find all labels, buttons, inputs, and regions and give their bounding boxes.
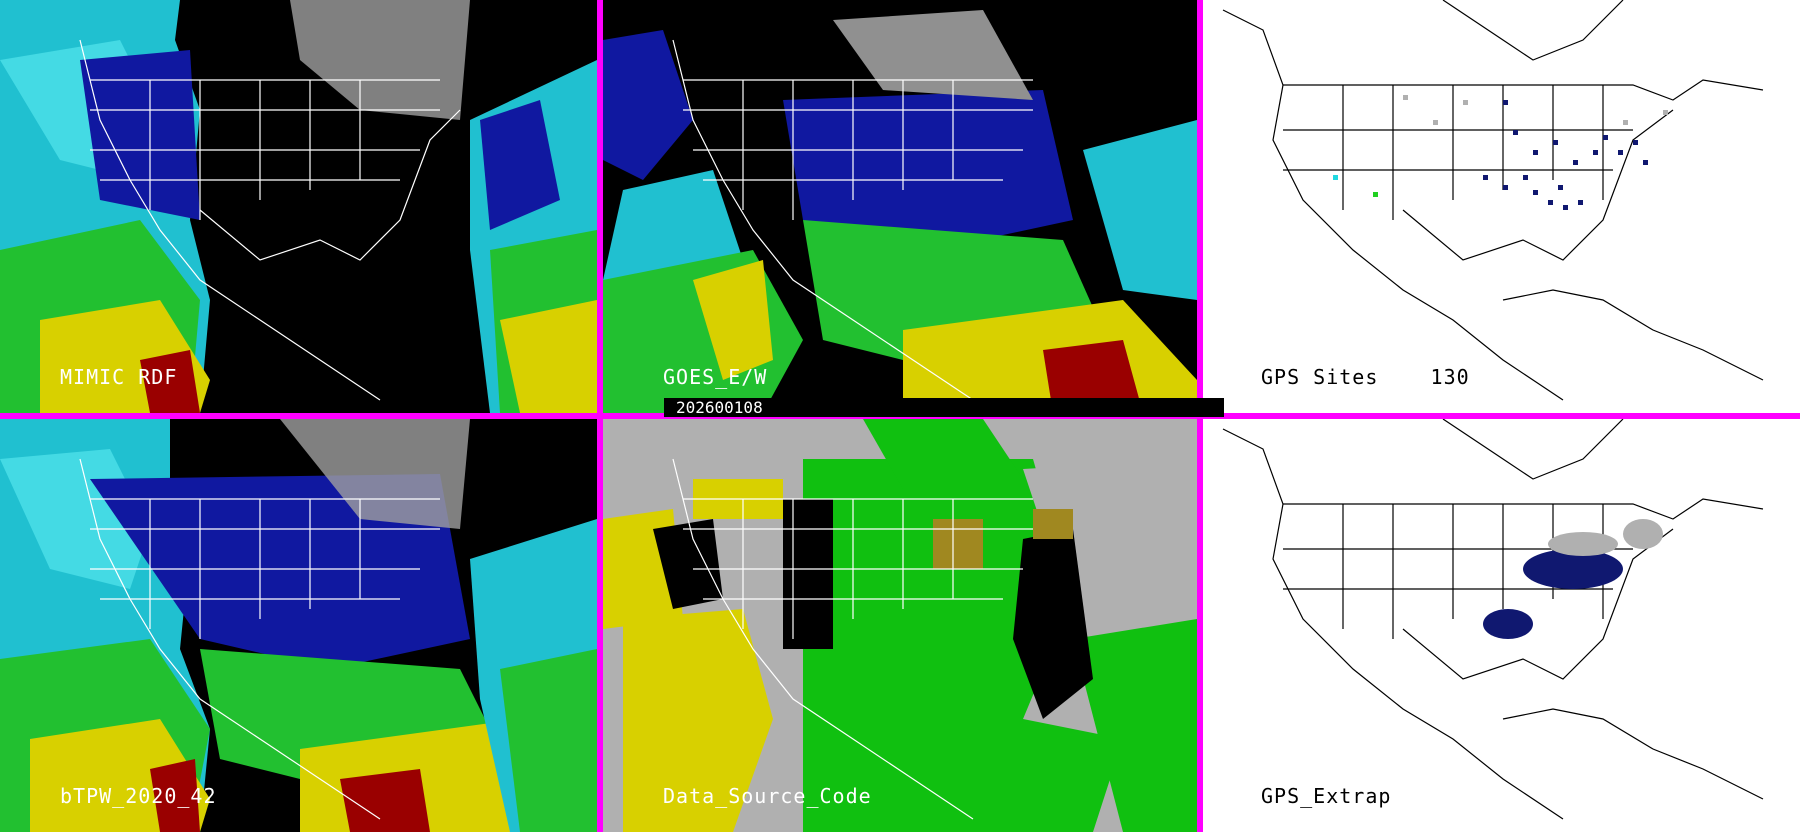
btpw-map bbox=[0, 419, 597, 832]
panel-label: Data_Source_Code bbox=[663, 784, 872, 808]
panel-label: GPS_Extrap bbox=[1261, 784, 1392, 808]
date-bar: 202600108 bbox=[664, 398, 1224, 417]
map-panel-mimic-rdf: MIMIC RDF bbox=[0, 0, 597, 413]
panel-label: GOES_E/W bbox=[663, 365, 768, 389]
data-source-code-map bbox=[603, 419, 1197, 832]
map-panel-data-source-code: Data_Source_Code bbox=[603, 419, 1197, 832]
map-panel-btpw: bTPW_2020_42 bbox=[0, 419, 597, 832]
panel-label: MIMIC RDF bbox=[60, 365, 178, 389]
goes-ew-map bbox=[603, 0, 1197, 413]
panel-label: GPS Sites 130 bbox=[1261, 365, 1470, 389]
map-panel-gps-extrap: GPS_Extrap bbox=[1203, 419, 1800, 832]
panel-label: bTPW_2020_42 bbox=[60, 784, 217, 808]
gps-extrap-map bbox=[1203, 419, 1800, 832]
gps-sites-map bbox=[1203, 0, 1800, 413]
map-panel-gps-sites: GPS Sites 130 bbox=[1203, 0, 1800, 413]
mimic-rdf-map bbox=[0, 0, 597, 413]
map-panel-goes-ew: GOES_E/W bbox=[603, 0, 1197, 413]
